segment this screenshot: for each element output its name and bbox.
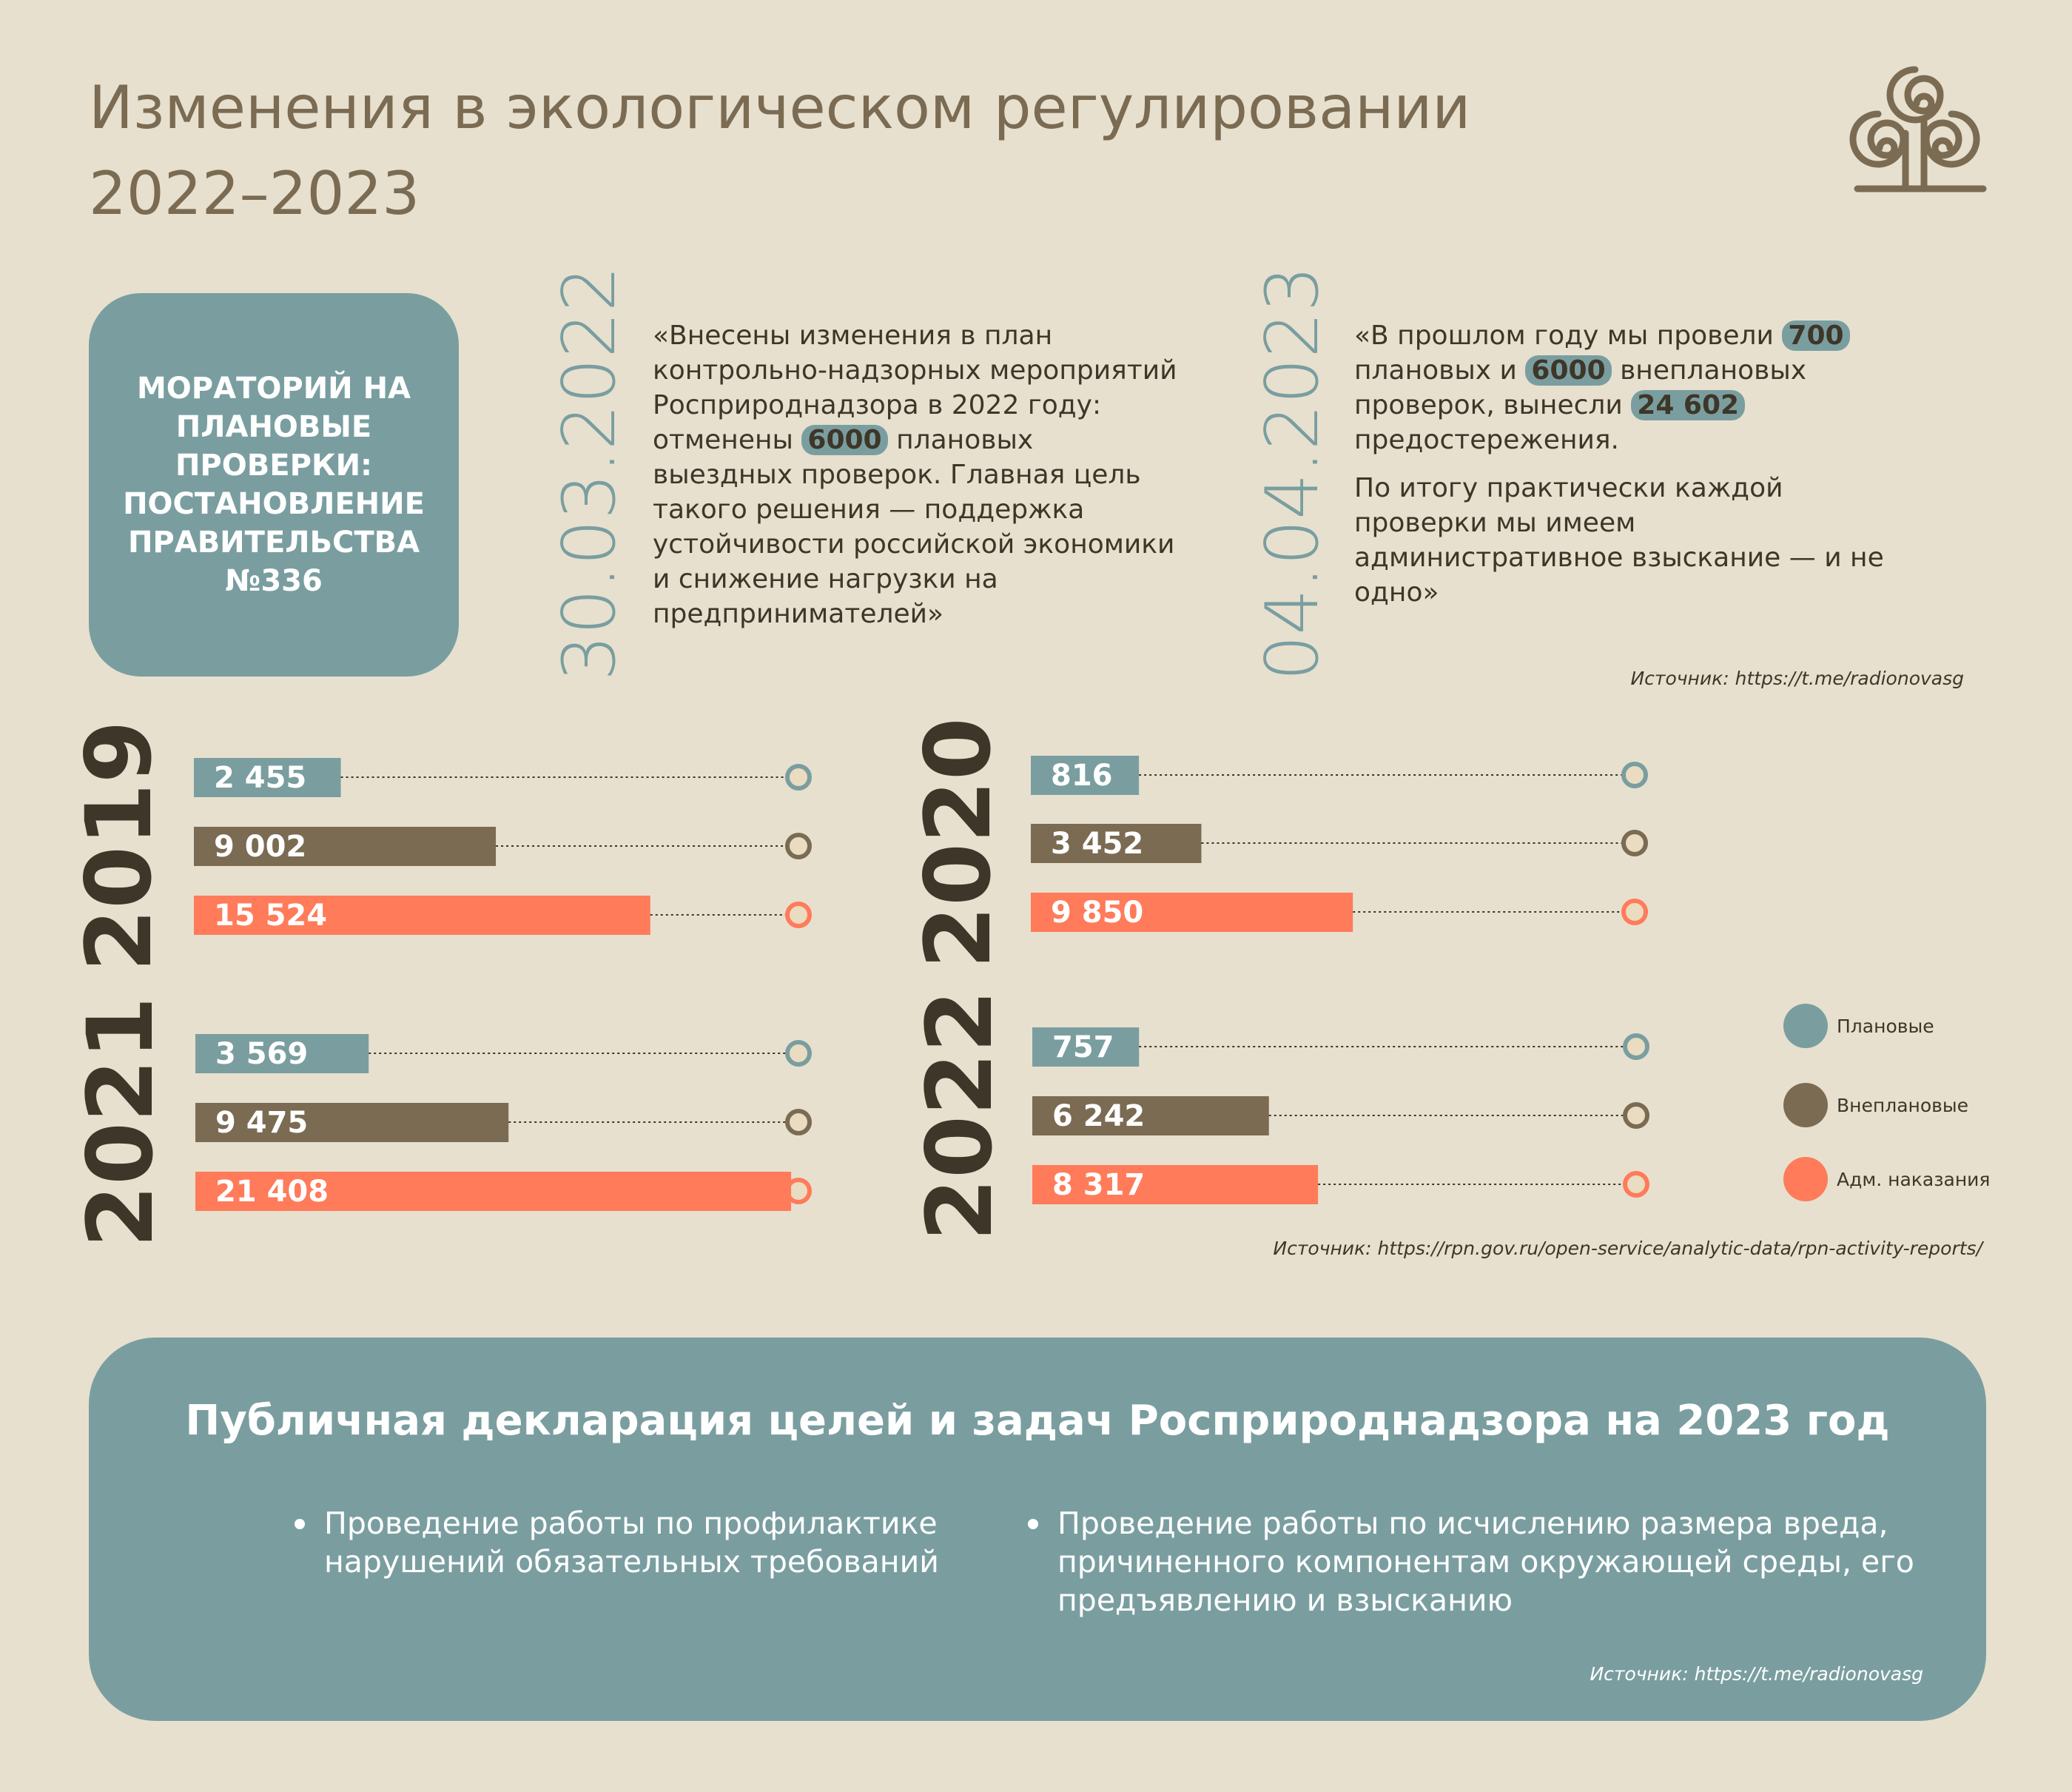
highlight: 24 602 [1631,390,1746,420]
end-marker [1621,899,1648,925]
title: Изменения в экологическом регулировании … [89,73,1471,228]
quote-paragraph: «Внесены изменения в план контрольно-над… [653,318,1178,631]
quote-text: «В прошлом году мы провели [1354,321,1774,351]
bar [1031,824,1202,863]
bar [1032,1165,1319,1204]
quote-text: предостережения. [1354,425,1619,455]
value-label: 15 524 [214,899,327,933]
source: Источник: https://t.me/radionovasg [1630,668,1964,689]
end-marker [1623,1102,1649,1129]
end-marker [785,902,812,928]
quote-text: «Внесены изменения в план контрольно-над… [653,321,1177,455]
end-marker [1623,1171,1649,1198]
value-label: 9 002 [214,830,306,864]
legend-marker [1783,1157,1828,1201]
bar [1031,893,1353,932]
end-marker [1621,762,1648,788]
bar [194,896,650,935]
quote: «Внесены изменения в план контрольно-над… [653,318,1178,645]
declaration-item: Проведение работы по исчислению размера … [1028,1504,1931,1620]
value-label: 2 455 [214,761,306,795]
bar [1031,756,1140,795]
declaration: Публичная декларация целей и задач Роспр… [89,1338,1986,1721]
bar [194,827,497,866]
declaration-item: Проведение работы по профилактике наруше… [295,1504,1027,1581]
value-label: 21 408 [215,1175,329,1209]
end-marker [785,764,812,791]
quote-text: По итогу практически каждой проверки мы … [1354,473,1884,608]
bar [195,1172,792,1211]
legend-marker [1783,1083,1828,1127]
value-label: 3 452 [1051,827,1143,861]
bar [1032,1096,1269,1135]
quote: «В прошлом году мы провели 700 плановых … [1354,318,1902,623]
bar [195,1103,509,1142]
value-label: 9 475 [215,1106,308,1140]
highlight: 6000 [1525,355,1612,386]
declaration-title: Публичная декларация целей и задач Роспр… [185,1397,1890,1445]
legend-marker [1783,1004,1828,1048]
source: Источник: https://t.me/radionovasg [1590,1663,1923,1685]
end-marker [785,1040,812,1067]
end-marker [1621,830,1648,856]
charts: 2019 2 455 9 002 15 524 2020 816 3 452 9 850 202… [67,717,1990,1248]
value-label: 816 [1051,759,1113,793]
bar [195,1034,369,1073]
bar [1032,1027,1140,1067]
moratorium: МОРАТОРИЙ НА ПЛАНОВЫЕ ПРОВЕРКИ: ПОСТАНОВ… [89,293,459,677]
value-label: 9 850 [1051,896,1143,930]
quote-text: плановых выездных проверок. Главная цель… [653,425,1175,629]
quote-paragraph: «В прошлом году мы провели 700 плановых … [1354,318,1902,457]
value-label: 6 242 [1052,1099,1145,1133]
chart-title: 2020 [906,717,1011,969]
legend-label: Плановые [1837,1016,1934,1037]
end-marker [1623,1033,1649,1060]
highlight: 6000 [801,425,888,455]
chart-title: 2019 [67,720,172,972]
legend-label: Адм. наказания [1837,1169,1990,1190]
quote-text: плановых и [1354,355,1517,386]
chart-title: 2022 [907,990,1012,1241]
quote-paragraph: По итогу практически каждой проверки мы … [1354,471,1902,610]
logo [1849,66,1987,192]
value-label: 3 569 [215,1037,308,1071]
value-label: 757 [1052,1030,1114,1064]
end-marker [785,833,812,859]
source: Источник: https://rpn.gov.ru/open-servic… [1273,1238,1982,1259]
bar [194,758,341,797]
chart-title: 2021 [68,996,173,1248]
value-label: 8 317 [1052,1168,1145,1202]
highlight: 700 [1782,321,1850,351]
legend-label: Внеплановые [1837,1095,1968,1116]
end-marker [785,1109,812,1135]
quote-text: внеплановых проверок, вынесли [1354,355,1807,420]
